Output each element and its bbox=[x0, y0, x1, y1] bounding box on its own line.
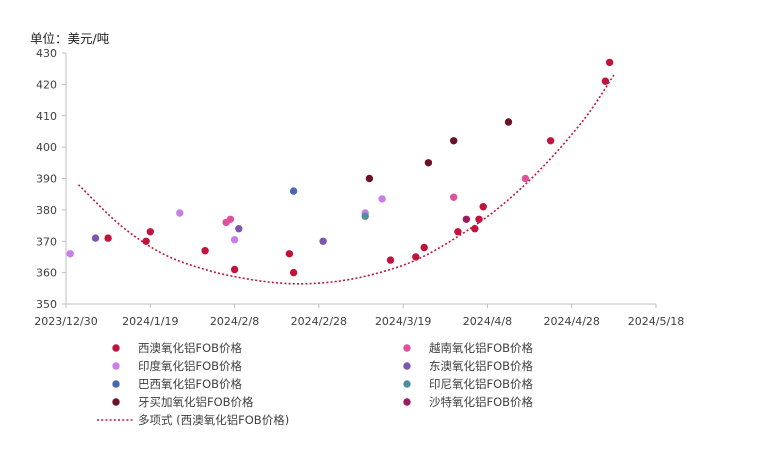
data-point-series-0-3 bbox=[201, 247, 209, 255]
y-tick-label: 360 bbox=[36, 267, 57, 280]
x-tick-label: 2024/4/8 bbox=[463, 315, 512, 328]
x-tick-label: 2023/12/30 bbox=[34, 315, 97, 328]
unit-label: 单位：美元/吨 bbox=[30, 31, 110, 46]
data-point-series-2-0 bbox=[66, 250, 74, 258]
data-point-series-0-1 bbox=[142, 237, 150, 245]
x-tick-label: 2024/4/28 bbox=[544, 315, 600, 328]
legend-label-6: 牙买加氧化铝FOB价格 bbox=[138, 395, 254, 409]
data-point-series-0-4 bbox=[230, 265, 239, 274]
data-point-series-0-9 bbox=[420, 243, 428, 252]
legend-label-0: 西澳氧化铝FOB价格 bbox=[138, 341, 243, 355]
data-point-series-0-0 bbox=[104, 234, 112, 242]
axes: 350 360 370 380 390 400 410 420 430 2023/12/30 202… bbox=[34, 47, 684, 328]
y-tick-label: 390 bbox=[36, 173, 57, 186]
y-tick-label: 370 bbox=[36, 235, 57, 248]
legend-marker-6 bbox=[112, 398, 120, 406]
y-tick-label: 410 bbox=[36, 110, 57, 123]
data-point-series-0-7 bbox=[386, 256, 395, 264]
y-tick-label: 380 bbox=[36, 204, 57, 217]
x-tick-label: 2024/5/18 bbox=[628, 315, 684, 328]
data-point-series-6-2 bbox=[450, 137, 458, 145]
data-point-series-0-8 bbox=[412, 253, 420, 261]
data-point-series-3-1 bbox=[235, 225, 243, 233]
legend-label-5: 印尼氧化铝FOB价格 bbox=[429, 377, 534, 391]
legend-label-4: 巴西氧化铝FOB价格 bbox=[138, 377, 243, 391]
legend-marker-4 bbox=[112, 380, 120, 388]
data-point-series-0-11 bbox=[471, 225, 479, 233]
legend-marker-1 bbox=[403, 344, 411, 352]
legend-marker-0 bbox=[112, 344, 120, 352]
legend-marker-2 bbox=[112, 362, 120, 370]
data-point-series-1-3 bbox=[521, 174, 530, 183]
data-point-series-0-2 bbox=[146, 228, 154, 236]
y-tick-label: 430 bbox=[36, 47, 57, 60]
data-point-series-6-3 bbox=[504, 118, 513, 126]
data-point-series-1-1 bbox=[226, 215, 235, 223]
points-layer bbox=[66, 58, 614, 277]
data-point-series-0-6 bbox=[289, 268, 298, 277]
trendline-layer bbox=[78, 74, 615, 285]
data-point-series-0-14 bbox=[546, 137, 555, 145]
trendline-polynomial bbox=[78, 74, 615, 285]
data-point-series-0-5 bbox=[285, 250, 294, 258]
legend-label-1: 越南氧化铝FOB价格 bbox=[429, 341, 534, 355]
data-point-series-0-10 bbox=[454, 228, 462, 236]
x-tick-label: 2024/3/19 bbox=[375, 315, 431, 328]
data-point-series-0-12 bbox=[475, 215, 483, 223]
legend-marker-3 bbox=[403, 362, 411, 370]
data-point-series-6-1 bbox=[424, 159, 433, 167]
data-point-series-3-0 bbox=[91, 234, 100, 242]
y-tick-label: 400 bbox=[36, 141, 57, 154]
y-tick-label: 350 bbox=[36, 298, 57, 311]
data-point-series-7-0 bbox=[462, 215, 471, 223]
data-point-series-3-2 bbox=[319, 237, 327, 245]
x-tick-label: 2024/1/19 bbox=[122, 315, 178, 328]
data-point-series-2-1 bbox=[176, 209, 184, 217]
data-point-series-4-0 bbox=[289, 187, 298, 195]
legend-label-trendline: 多项式 (西澳氧化铝FOB价格) bbox=[138, 413, 289, 427]
legend-marker-7 bbox=[403, 398, 411, 406]
data-point-series-0-13 bbox=[479, 203, 487, 211]
legend-label-2: 印度氧化铝FOB价格 bbox=[138, 359, 243, 373]
y-tick-label: 420 bbox=[36, 78, 57, 91]
legend-marker-5 bbox=[403, 380, 411, 388]
data-point-series-5-0 bbox=[361, 212, 369, 220]
x-tick-label: 2024/2/28 bbox=[291, 315, 347, 328]
data-point-series-2-2 bbox=[230, 236, 239, 244]
legend-label-7: 沙特氧化铝FOB价格 bbox=[429, 395, 534, 409]
data-point-series-6-0 bbox=[365, 174, 374, 183]
data-point-series-2-4 bbox=[378, 195, 386, 203]
data-point-series-0-15 bbox=[601, 77, 610, 85]
data-point-series-0-16 bbox=[605, 58, 614, 67]
legend-label-3: 东澳氧化铝FOB价格 bbox=[429, 359, 534, 373]
data-point-series-1-2 bbox=[450, 193, 458, 201]
x-tick-label: 2024/2/8 bbox=[210, 315, 259, 328]
